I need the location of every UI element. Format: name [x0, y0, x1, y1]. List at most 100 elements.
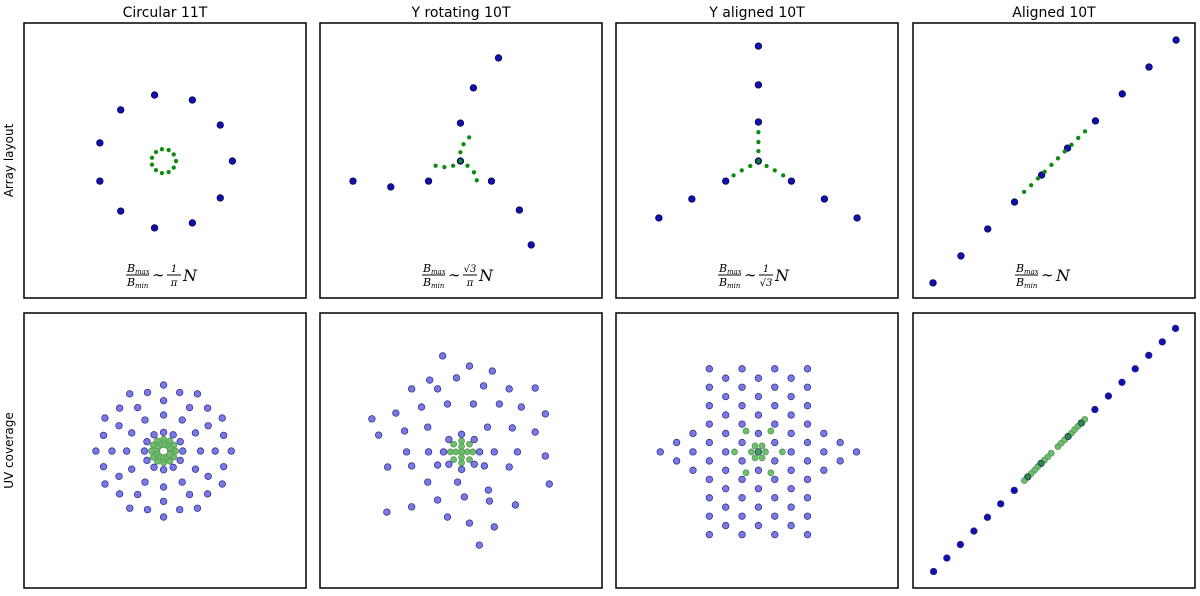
point — [461, 142, 466, 147]
point — [1118, 378, 1126, 386]
point — [128, 429, 136, 437]
series — [349, 54, 535, 249]
point — [349, 177, 357, 185]
formula-text: 1 — [171, 264, 177, 275]
point — [1104, 392, 1113, 400]
point — [166, 147, 171, 153]
point — [216, 194, 224, 202]
formula-text: ∼ — [448, 266, 461, 284]
point — [756, 130, 761, 135]
panel-title: Y aligned 10T — [708, 5, 805, 21]
point — [450, 440, 458, 448]
point — [193, 504, 202, 512]
point — [469, 448, 477, 456]
point — [771, 457, 779, 465]
point — [204, 472, 212, 481]
point — [456, 119, 465, 127]
point — [754, 485, 763, 493]
point — [480, 462, 489, 470]
formula-text: min — [135, 282, 149, 290]
point — [457, 430, 466, 438]
point — [122, 447, 131, 455]
point — [466, 440, 473, 448]
point — [442, 164, 447, 170]
point — [166, 451, 173, 458]
point — [929, 279, 937, 287]
point — [143, 456, 151, 465]
point — [754, 411, 763, 419]
point — [424, 177, 433, 185]
point — [191, 465, 200, 473]
point — [193, 390, 202, 398]
point — [115, 472, 123, 481]
point — [754, 521, 763, 530]
formula-text: ∼ — [1041, 266, 1054, 284]
point — [475, 541, 483, 549]
point — [531, 384, 539, 392]
point — [173, 158, 179, 164]
point — [688, 195, 696, 203]
point — [487, 177, 496, 185]
point — [191, 429, 200, 437]
point — [756, 158, 761, 164]
point — [433, 461, 442, 469]
point — [771, 383, 779, 391]
panel-frame — [912, 22, 1196, 299]
point — [101, 480, 109, 488]
point — [705, 512, 713, 520]
point — [185, 403, 194, 412]
point — [731, 173, 736, 178]
point — [150, 224, 159, 232]
point — [738, 383, 746, 391]
point — [1055, 156, 1061, 161]
point — [470, 435, 478, 444]
formula-text: ∼ — [152, 266, 165, 284]
point — [983, 513, 992, 521]
point — [771, 420, 779, 428]
point — [722, 374, 730, 382]
series — [368, 352, 553, 549]
point — [705, 365, 713, 373]
point — [672, 457, 681, 465]
point — [771, 365, 779, 373]
point — [764, 163, 769, 169]
row-label: Array layout — [2, 123, 16, 197]
point — [426, 376, 434, 384]
point — [475, 448, 484, 456]
point — [117, 207, 125, 215]
formula-text: min — [727, 282, 741, 290]
point — [470, 460, 478, 468]
point — [1021, 189, 1027, 195]
point — [738, 457, 746, 465]
point — [803, 531, 812, 539]
point — [655, 214, 663, 222]
point — [803, 494, 812, 502]
point — [443, 400, 452, 408]
series — [446, 437, 477, 467]
point — [133, 490, 142, 499]
point — [159, 466, 168, 474]
formula-text: B — [422, 276, 431, 289]
point — [836, 438, 844, 447]
point — [176, 388, 184, 397]
formula-text: max — [135, 268, 150, 276]
point — [1091, 405, 1099, 414]
point — [820, 466, 828, 474]
point — [179, 447, 187, 455]
point — [465, 519, 474, 527]
point — [672, 438, 681, 447]
point — [176, 505, 184, 514]
point — [220, 463, 228, 471]
point — [689, 429, 697, 438]
point — [751, 442, 759, 450]
point — [541, 410, 549, 418]
point — [1010, 198, 1019, 206]
point — [465, 163, 470, 168]
point — [852, 448, 861, 456]
point — [722, 411, 730, 419]
point — [490, 523, 498, 531]
point — [803, 438, 812, 447]
point — [767, 469, 775, 477]
point — [467, 135, 472, 140]
